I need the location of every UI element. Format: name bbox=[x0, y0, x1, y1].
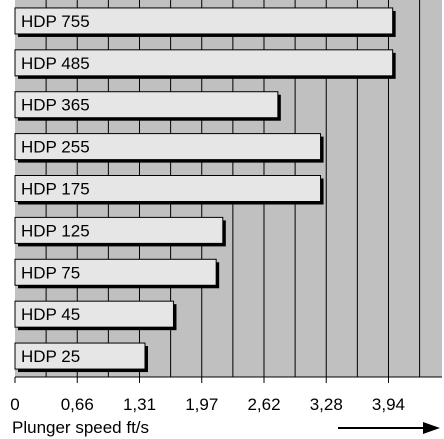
bar-group: HDP 255 bbox=[14, 133, 324, 163]
x-tick-label: 3,28 bbox=[310, 395, 343, 414]
bar-label: HDP 255 bbox=[21, 138, 90, 157]
bar-group: HDP 125 bbox=[14, 216, 226, 247]
bars: HDP 755 HDP 485 HDP 365 HDP 255 HDP 175 HDP 1… bbox=[14, 7, 396, 373]
bar-label: HDP 125 bbox=[21, 221, 90, 240]
bar bbox=[14, 133, 322, 161]
bar bbox=[14, 7, 394, 35]
bar bbox=[14, 91, 279, 119]
bar bbox=[14, 175, 322, 202]
bar-label: HDP 175 bbox=[21, 180, 90, 199]
x-tick-label: 0,66 bbox=[61, 395, 94, 414]
bar-group: HDP 485 bbox=[14, 49, 396, 79]
x-axis: 0 0,66 1,31 1,97 2,62 3,28 3,94 bbox=[10, 376, 442, 414]
bar-group: HDP 25 bbox=[14, 342, 148, 373]
bar-group: HDP 365 bbox=[14, 91, 281, 121]
bar-label: HDP 25 bbox=[21, 347, 80, 366]
bar-label: HDP 75 bbox=[21, 263, 80, 282]
bar-group: HDP 45 bbox=[14, 300, 177, 331]
x-tick-label: 2,62 bbox=[247, 395, 280, 414]
x-tick-label: 0 bbox=[10, 395, 19, 414]
bar bbox=[14, 216, 224, 244]
bar-label: HDP 365 bbox=[21, 96, 90, 115]
x-axis-title: Plunger speed ft/s bbox=[12, 418, 149, 437]
bar-label: HDP 485 bbox=[21, 54, 90, 73]
bar-group: HDP 175 bbox=[14, 175, 324, 205]
bar-group: HDP 75 bbox=[14, 258, 220, 289]
bar-label: HDP 755 bbox=[21, 12, 90, 31]
bar bbox=[14, 49, 394, 77]
bar-label: HDP 45 bbox=[21, 305, 80, 324]
bar-group: HDP 755 bbox=[14, 7, 396, 37]
axis-arrow bbox=[338, 422, 440, 434]
bar bbox=[14, 300, 174, 328]
x-tick-label: 1,97 bbox=[185, 395, 218, 414]
x-tick-label: 1,31 bbox=[123, 395, 156, 414]
bar bbox=[14, 342, 146, 370]
x-tick-label: 3,94 bbox=[372, 395, 405, 414]
bar bbox=[14, 258, 217, 286]
